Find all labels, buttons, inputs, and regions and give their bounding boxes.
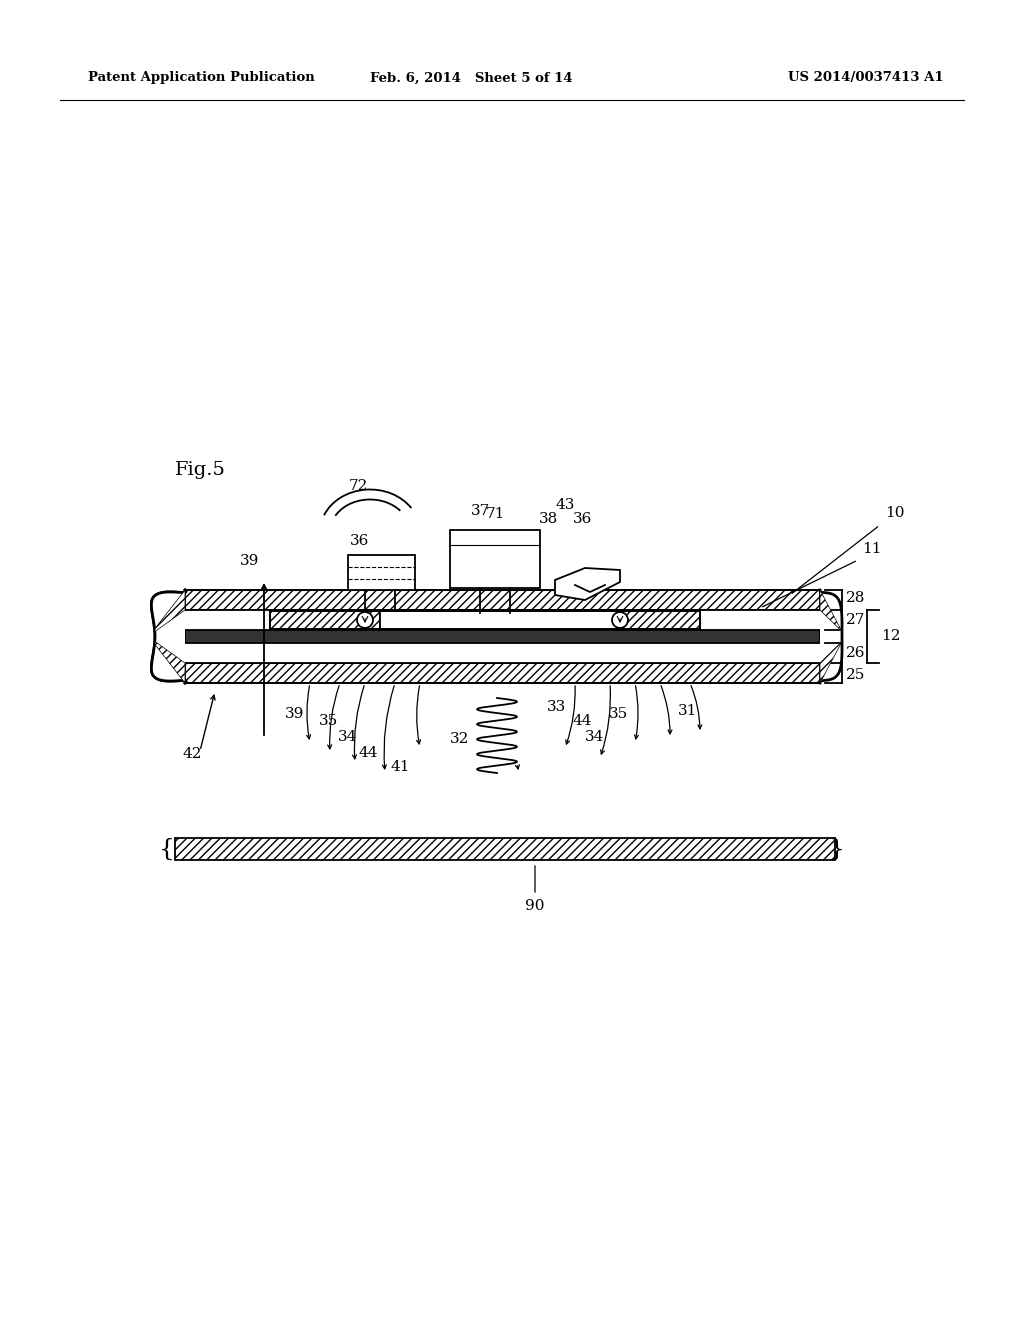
Text: Feb. 6, 2014   Sheet 5 of 14: Feb. 6, 2014 Sheet 5 of 14 [370,71,572,84]
Text: 35: 35 [318,714,338,729]
Polygon shape [270,611,380,630]
Text: 28: 28 [846,591,865,605]
Text: 36: 36 [573,512,593,525]
Polygon shape [450,531,540,587]
Polygon shape [155,642,185,682]
Text: 35: 35 [608,708,628,721]
Polygon shape [820,590,842,682]
Circle shape [357,612,373,628]
Polygon shape [620,611,700,630]
Circle shape [612,612,628,628]
Polygon shape [380,611,620,630]
Polygon shape [348,554,415,590]
Text: US 2014/0037413 A1: US 2014/0037413 A1 [788,71,944,84]
Text: 34: 34 [586,730,605,744]
Text: 71: 71 [485,507,505,521]
Text: 41: 41 [390,760,410,774]
Text: 32: 32 [451,733,470,746]
Text: Patent Application Publication: Patent Application Publication [88,71,314,84]
Polygon shape [152,590,186,682]
Text: 72: 72 [348,479,368,492]
Text: 34: 34 [338,730,357,744]
Text: 33: 33 [548,700,566,714]
Text: 44: 44 [572,714,592,729]
Text: 39: 39 [241,554,260,568]
Polygon shape [185,663,820,682]
Text: 37: 37 [470,504,489,517]
Text: {: { [159,837,175,861]
Text: 31: 31 [678,704,697,718]
Text: 42: 42 [182,747,202,762]
Polygon shape [820,642,842,682]
Polygon shape [175,838,835,861]
Polygon shape [820,590,842,631]
Text: }: } [829,837,845,861]
Text: 43: 43 [555,498,574,512]
Polygon shape [185,590,820,610]
Polygon shape [155,590,185,631]
Text: 25: 25 [846,668,865,682]
Polygon shape [185,610,820,630]
Text: 27: 27 [846,612,865,627]
Text: 90: 90 [525,899,545,913]
Text: 36: 36 [350,535,370,548]
Text: 12: 12 [881,630,900,644]
Polygon shape [555,568,620,601]
Text: Fig.5: Fig.5 [175,461,226,479]
Text: 11: 11 [862,543,882,556]
Text: 44: 44 [358,746,378,760]
Text: 39: 39 [286,708,305,721]
Text: 10: 10 [885,506,904,520]
Text: 26: 26 [846,645,865,660]
Polygon shape [185,630,820,643]
Polygon shape [185,643,820,663]
Text: 38: 38 [539,512,558,525]
